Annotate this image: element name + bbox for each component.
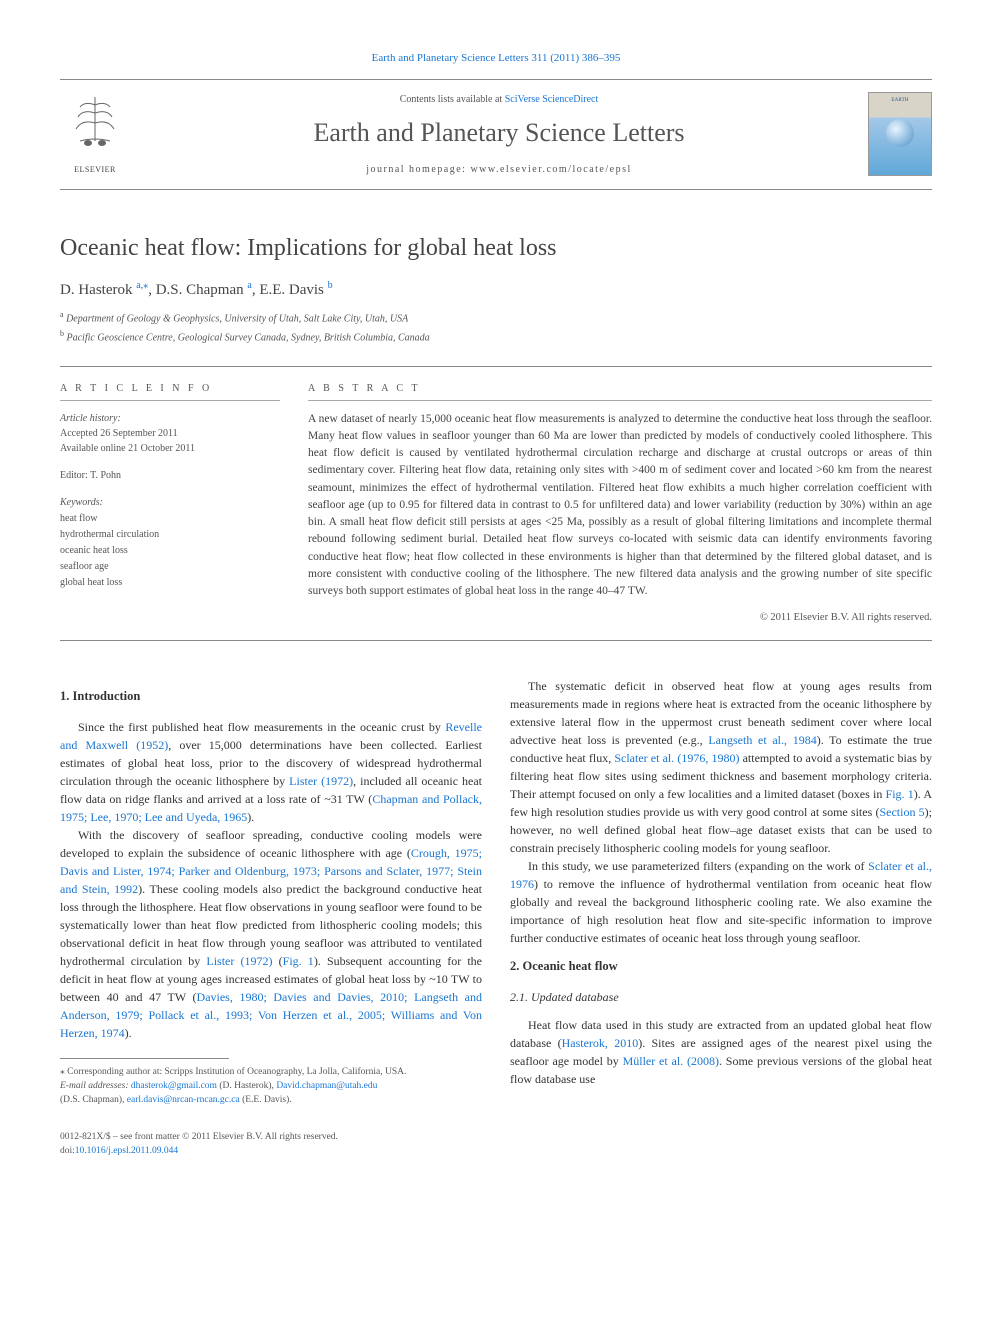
body-paragraph: With the discovery of seafloor spreading… (60, 826, 482, 1042)
front-matter-line: 0012-821X/$ – see front matter © 2011 El… (60, 1130, 932, 1144)
affiliations: a Department of Geology & Geophysics, Un… (60, 309, 932, 346)
history-label: Article history: (60, 411, 280, 426)
keyword-item: hydrothermal circulation (60, 527, 280, 542)
ref-link[interactable]: Lister (1972) (289, 774, 353, 788)
body-columns: 1. Introduction Since the first publishe… (60, 677, 932, 1108)
doi-link[interactable]: 10.1016/j.epsl.2011.09.044 (75, 1146, 178, 1156)
top-citation: Earth and Planetary Science Letters 311 … (60, 50, 932, 67)
email-link[interactable]: dhasterok@gmail.com (131, 1081, 217, 1091)
abstract-heading: A B S T R A C T (308, 381, 932, 401)
top-citation-link[interactable]: Earth and Planetary Science Letters 311 … (372, 52, 621, 64)
globe-icon (886, 119, 914, 147)
sciencedirect-link[interactable]: SciVerse ScienceDirect (505, 94, 599, 105)
journal-name: Earth and Planetary Science Letters (130, 113, 868, 152)
author-sep-1: , (148, 282, 156, 298)
page-root: Earth and Planetary Science Letters 311 … (0, 0, 992, 1208)
author-3-affil-sup[interactable]: b (328, 280, 333, 291)
elsevier-logo: ELSEVIER (60, 94, 130, 174)
figure-link[interactable]: Fig. 1 (886, 787, 914, 801)
affiliation-a: a Department of Geology & Geophysics, Un… (60, 309, 932, 326)
article-info-column: A R T I C L E I N F O Article history: A… (60, 381, 280, 627)
article-info-heading: A R T I C L E I N F O (60, 381, 280, 401)
keywords-block: Keywords: heat flow hydrothermal circula… (60, 495, 280, 590)
email-line: E-mail addresses: dhasterok@gmail.com (D… (60, 1079, 482, 1093)
ref-link[interactable]: Langseth et al., 1984 (708, 733, 816, 747)
email-label: E-mail addresses: (60, 1081, 131, 1091)
homepage-line: journal homepage: www.elsevier.com/locat… (130, 162, 868, 177)
abstract-column: A B S T R A C T A new dataset of nearly … (308, 381, 932, 627)
doi-line: doi:10.1016/j.epsl.2011.09.044 (60, 1144, 932, 1158)
keywords-label: Keywords: (60, 495, 280, 510)
keyword-item: global heat loss (60, 575, 280, 590)
authors-line: D. Hasterok a,⁎, D.S. Chapman a, E.E. Da… (60, 278, 932, 302)
header-center: Contents lists available at SciVerse Sci… (130, 92, 868, 177)
ref-link[interactable]: Sclater et al. (1976, 1980) (614, 751, 739, 765)
email-link[interactable]: earl.davis@nrcan-rncan.gc.ca (127, 1095, 240, 1105)
article-history: Article history: Accepted 26 September 2… (60, 411, 280, 456)
cover-title: EARTH (891, 97, 908, 105)
author-3: E.E. Davis (259, 282, 327, 298)
email-link[interactable]: David.chapman@utah.edu (276, 1081, 377, 1091)
ref-link[interactable]: Hasterok, 2010 (562, 1036, 639, 1050)
ref-link[interactable]: Müller et al. (2008) (623, 1054, 719, 1068)
body-paragraph: The systematic deficit in observed heat … (510, 677, 932, 857)
bottom-meta: 0012-821X/$ – see front matter © 2011 El… (60, 1130, 932, 1159)
author-2: D.S. Chapman (156, 282, 248, 298)
journal-header: ELSEVIER Contents lists available at Sci… (60, 79, 932, 190)
contents-prefix: Contents lists available at (400, 94, 505, 105)
subsection-2-1-heading: 2.1. Updated database (510, 988, 932, 1006)
homepage-url: www.elsevier.com/locate/epsl (470, 164, 631, 175)
elsevier-tree-icon (70, 93, 120, 164)
body-paragraph: In this study, we use parameterized filt… (510, 857, 932, 947)
section-2-heading: 2. Oceanic heat flow (510, 957, 932, 976)
body-paragraph: Heat flow data used in this study are ex… (510, 1016, 932, 1088)
section-link[interactable]: Section 5 (879, 805, 924, 819)
footnotes: ⁎ Corresponding author at: Scripps Insti… (60, 1065, 482, 1108)
journal-cover-thumbnail: EARTH (868, 92, 932, 176)
figure-link[interactable]: Fig. 1 (283, 954, 314, 968)
abstract-copyright: © 2011 Elsevier B.V. All rights reserved… (308, 610, 932, 626)
author-1: D. Hasterok (60, 282, 136, 298)
online-date: Available online 21 October 2011 (60, 441, 280, 456)
editor-line: Editor: T. Pohn (60, 468, 280, 483)
footnote-separator (60, 1058, 229, 1059)
article-title: Oceanic heat flow: Implications for glob… (60, 230, 932, 266)
elsevier-label: ELSEVIER (74, 164, 116, 176)
section-1-heading: 1. Introduction (60, 687, 482, 706)
keyword-item: seafloor age (60, 559, 280, 574)
homepage-label: journal homepage: (366, 164, 470, 175)
info-abstract-row: A R T I C L E I N F O Article history: A… (60, 366, 932, 642)
keyword-item: oceanic heat loss (60, 543, 280, 558)
email-line-2: (D.S. Chapman), earl.davis@nrcan-rncan.g… (60, 1093, 482, 1107)
keyword-item: heat flow (60, 511, 280, 526)
ref-link[interactable]: Lister (1972) (206, 954, 272, 968)
contents-line: Contents lists available at SciVerse Sci… (130, 92, 868, 107)
body-paragraph: Since the first published heat flow meas… (60, 718, 482, 826)
accepted-date: Accepted 26 September 2011 (60, 426, 280, 441)
affiliation-b: b Pacific Geoscience Centre, Geological … (60, 328, 932, 345)
corresponding-author-note: ⁎ Corresponding author at: Scripps Insti… (60, 1065, 482, 1079)
abstract-text: A new dataset of nearly 15,000 oceanic h… (308, 411, 932, 601)
